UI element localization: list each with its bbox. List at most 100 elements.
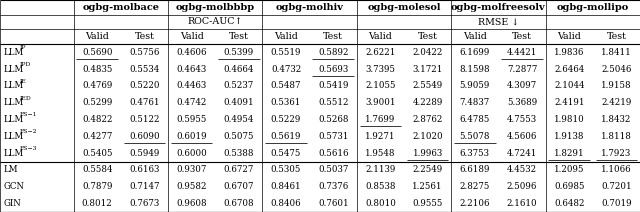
Text: Test: Test [418,32,438,41]
Text: 0.7201: 0.7201 [601,182,632,191]
Text: 0.5475: 0.5475 [271,149,301,158]
Text: 5.3689: 5.3689 [507,98,537,107]
Text: 0.5229: 0.5229 [271,115,301,124]
Text: 3.1721: 3.1721 [412,65,443,74]
Text: 0.6000: 0.6000 [176,149,207,158]
Text: Test: Test [134,32,154,41]
Text: 0.5616: 0.5616 [318,149,348,158]
Text: LLM: LLM [3,149,24,158]
Text: 2.6221: 2.6221 [365,48,396,57]
Text: 0.4822: 0.4822 [82,115,113,124]
Text: 7.2877: 7.2877 [507,65,537,74]
Text: 0.4664: 0.4664 [223,65,254,74]
Text: 0.5731: 0.5731 [318,132,348,141]
Text: 6.4785: 6.4785 [460,115,490,124]
Text: 0.4277: 0.4277 [82,132,113,141]
Text: ogbg-mollipo: ogbg-mollipo [557,3,629,12]
Text: LLM: LLM [3,115,24,124]
Text: 2.8762: 2.8762 [412,115,443,124]
Text: Valid: Valid [85,32,109,41]
Text: 6.1699: 6.1699 [460,48,490,57]
Text: ogbg-molbace: ogbg-molbace [83,3,159,12]
Text: FS−2: FS−2 [20,129,37,134]
Text: 0.5399: 0.5399 [223,48,254,57]
Text: 1.7923: 1.7923 [601,149,632,158]
Text: 0.5220: 0.5220 [129,81,159,90]
Text: 0.6163: 0.6163 [129,165,159,174]
Text: 0.5584: 0.5584 [82,165,113,174]
Text: 1.2561: 1.2561 [412,182,443,191]
Text: 0.7601: 0.7601 [318,199,349,208]
Text: 1.7699: 1.7699 [365,115,396,124]
Text: 0.5756: 0.5756 [129,48,159,57]
Text: Test: Test [229,32,249,41]
Text: IPD: IPD [20,62,31,67]
Text: 4.7553: 4.7553 [507,115,537,124]
Text: 2.4191: 2.4191 [554,98,584,107]
Text: 2.5549: 2.5549 [412,81,443,90]
Text: 0.7376: 0.7376 [318,182,348,191]
Text: 0.9582: 0.9582 [177,182,207,191]
Text: IE: IE [20,79,27,84]
Text: 0.5519: 0.5519 [271,48,301,57]
Text: 0.7879: 0.7879 [82,182,113,191]
Text: 1.9836: 1.9836 [554,48,584,57]
Text: GCN: GCN [3,182,24,191]
Text: 0.5037: 0.5037 [318,165,348,174]
Text: IED: IED [20,95,31,100]
Text: 0.6727: 0.6727 [223,165,254,174]
Text: 1.1066: 1.1066 [601,165,632,174]
Text: 0.5299: 0.5299 [82,98,113,107]
Text: 2.4219: 2.4219 [601,98,632,107]
Text: 1.9810: 1.9810 [554,115,584,124]
Text: 0.5405: 0.5405 [82,149,113,158]
Text: 0.7019: 0.7019 [601,199,632,208]
Text: 0.6090: 0.6090 [129,132,160,141]
Text: 0.5122: 0.5122 [129,115,159,124]
Text: 2.6464: 2.6464 [554,65,584,74]
Text: 0.7673: 0.7673 [129,199,159,208]
Text: Test: Test [607,32,627,41]
Text: ogbg-molbbbp: ogbg-molbbbp [175,3,255,12]
Text: 0.5237: 0.5237 [223,81,254,90]
Text: 0.4463: 0.4463 [177,81,207,90]
Text: 5.5078: 5.5078 [460,132,490,141]
Text: Valid: Valid [369,32,392,41]
Text: 0.8538: 0.8538 [365,182,396,191]
Text: 0.5512: 0.5512 [318,98,348,107]
Text: 0.8010: 0.8010 [365,199,396,208]
Text: 0.4954: 0.4954 [223,115,254,124]
Text: 0.5619: 0.5619 [271,132,301,141]
Text: ROC-AUC↑: ROC-AUC↑ [188,17,243,26]
Text: 3.7395: 3.7395 [365,65,396,74]
Text: 1.9158: 1.9158 [601,81,632,90]
Text: LLM: LLM [3,132,24,141]
Text: Valid: Valid [463,32,487,41]
Text: ogbg-molesol: ogbg-molesol [367,3,441,12]
Text: 0.5361: 0.5361 [271,98,301,107]
Text: 2.1139: 2.1139 [365,165,396,174]
Text: 0.4091: 0.4091 [223,98,254,107]
Text: 1.8118: 1.8118 [601,132,632,141]
Text: IP: IP [20,45,26,50]
Text: 1.9548: 1.9548 [365,149,396,158]
Text: 0.8012: 0.8012 [82,199,113,208]
Text: 0.5534: 0.5534 [129,65,159,74]
Text: 1.9271: 1.9271 [365,132,396,141]
Text: 4.4421: 4.4421 [507,48,537,57]
Text: 2.0422: 2.0422 [412,48,443,57]
Text: 1.2095: 1.2095 [554,165,584,174]
Text: 4.4532: 4.4532 [507,165,537,174]
Text: 0.5949: 0.5949 [129,149,159,158]
Text: 1.8432: 1.8432 [601,115,632,124]
Text: RMSE ↓: RMSE ↓ [478,17,519,26]
Text: 2.5046: 2.5046 [601,65,632,74]
Text: 3.9001: 3.9001 [365,98,396,107]
Text: 0.5955: 0.5955 [177,115,207,124]
Text: ogbg-molhiv: ogbg-molhiv [276,3,344,12]
Text: 0.5693: 0.5693 [318,65,348,74]
Text: 0.9307: 0.9307 [177,165,207,174]
Text: GIN: GIN [3,199,21,208]
Text: 2.1055: 2.1055 [365,81,396,90]
Text: FS−1: FS−1 [20,112,37,117]
